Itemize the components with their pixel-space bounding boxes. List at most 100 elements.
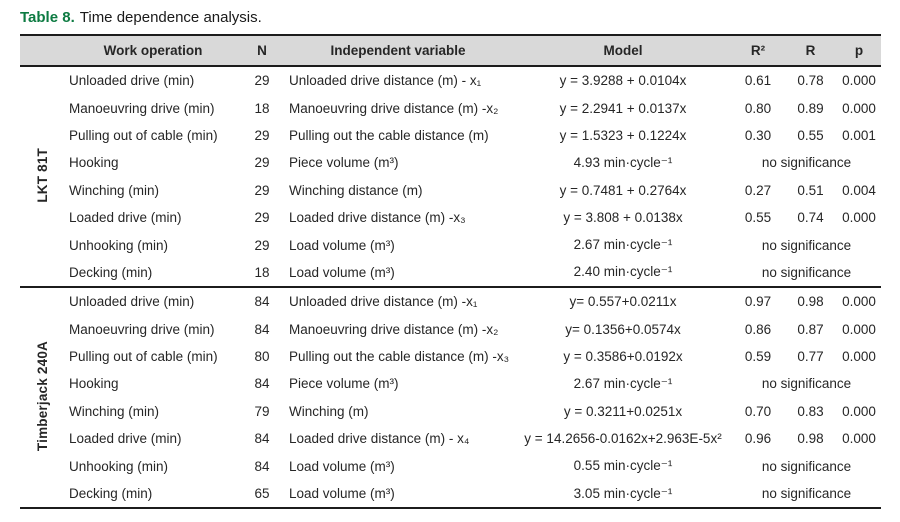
machine-label-cell: LKT 81T	[20, 66, 64, 287]
table-row: Timberjack 240A Unloaded drive (min) 84 …	[20, 287, 881, 451]
machine-label: LKT 81T	[34, 147, 50, 203]
cell-p: 0.000	[842, 100, 876, 116]
cell-r: 0.83	[797, 403, 824, 419]
cell-model: y = 2.2941 + 0.0137x	[559, 100, 687, 116]
cell-work-operation: Winching (min)	[69, 403, 160, 419]
cell-independent-variable: Manoeuvring drive distance (m) -x₂	[289, 100, 499, 116]
cell-work-operation: Hooking	[69, 155, 119, 171]
cell-work-operation: Hooking	[69, 376, 119, 392]
table-row: Loaded drive (min) 29 Loaded drive dista…	[20, 204, 881, 231]
cell-work-operation: Unhooking (min)	[69, 237, 169, 253]
table-row: Hooking 29 Piece volume (m³) 4.93 min·cy…	[20, 149, 881, 176]
cell-no-significance: no significance	[761, 155, 852, 171]
cell-independent-variable: Piece volume (m³)	[289, 155, 399, 171]
cell-no-significance: no significance	[761, 376, 852, 392]
cell-independent-variable: Winching distance (m)	[289, 182, 423, 198]
cell-model: y = 0.3211+0.0251x	[563, 403, 683, 419]
table-row: Manoeuvring drive (min) 84 Manoeuvring d…	[20, 316, 881, 343]
cell-r: 0.55	[797, 127, 824, 143]
cell-independent-variable: Load volume (m³)	[289, 237, 395, 253]
cell-r: 0.98	[797, 431, 824, 447]
table-row: Winching (min) 79 Winching (m) y = 0.321…	[20, 398, 881, 425]
cell-r: 0.74	[797, 210, 824, 226]
cell-n: 29	[254, 182, 270, 198]
cell-r: 0.77	[797, 349, 824, 365]
cell-independent-variable: Pulling out the cable distance (m)	[289, 127, 489, 143]
cell-n: 18	[254, 264, 270, 280]
table-caption-label: Table 8.	[20, 9, 75, 26]
cell-r2: 0.80	[744, 100, 772, 116]
cell-independent-variable: Loaded drive distance (m) -x₃	[289, 210, 466, 226]
cell-independent-variable: Piece volume (m³)	[289, 376, 399, 392]
cell-independent-variable: Unloaded drive distance (m) -x₁	[289, 294, 478, 310]
machine-label-cell: Timberjack 240A	[20, 287, 64, 508]
cell-independent-variable: Manoeuvring drive distance (m) -x₂	[289, 321, 499, 337]
cell-model: y= 0.1356+0.0574x	[565, 321, 681, 337]
cell-n: 84	[254, 321, 270, 337]
cell-work-operation: Pulling out of cable (min)	[69, 127, 218, 143]
cell-work-operation: Decking (min)	[69, 486, 153, 502]
table-row: LKT 81T Unloaded drive (min) 29 Unloaded…	[20, 66, 881, 202]
table-row: Pulling out of cable (min) 29 Pulling ou…	[20, 122, 881, 149]
cell-model: 3.05 min·cycle⁻¹	[573, 485, 673, 501]
table-row: Winching (min) 29 Winching distance (m) …	[20, 177, 881, 204]
cell-model: y = 0.7481 + 0.2764x	[559, 182, 687, 198]
header-cell-r2: R²	[732, 35, 784, 66]
header-cell-machine	[20, 35, 64, 66]
cell-r: 0.89	[797, 100, 824, 116]
cell-model: 2.67 min·cycle⁻¹	[573, 237, 673, 253]
cell-n: 18	[254, 100, 270, 116]
cell-p: 0.000	[842, 321, 876, 337]
header-cell-n: N	[242, 35, 282, 66]
header-cell-independent-variable: Independent variable	[282, 35, 514, 66]
cell-r: 0.51	[797, 182, 824, 198]
cell-r2: 0.30	[744, 127, 772, 143]
cell-r2: 0.61	[744, 73, 772, 89]
cell-model: 0.55 min·cycle⁻¹	[573, 458, 673, 474]
cell-n: 29	[254, 155, 270, 171]
cell-model: y= 0.557+0.0211x	[569, 294, 677, 310]
table-row: Loaded drive (min) 84 Loaded drive dista…	[20, 425, 881, 452]
cell-work-operation: Unloaded drive (min)	[69, 294, 195, 310]
cell-independent-variable: Load volume (m³)	[289, 458, 395, 474]
table-row: Pulling out of cable (min) 80 Pulling ou…	[20, 343, 881, 370]
cell-p: 0.000	[842, 349, 876, 365]
machine-label: Timberjack 240A	[34, 341, 50, 452]
cell-r: 0.78	[797, 73, 824, 89]
table-header: Work operation N Independent variable Mo…	[20, 35, 881, 66]
cell-r: 0.87	[797, 321, 824, 337]
cell-n: 29	[254, 210, 270, 226]
cell-work-operation: Loaded drive (min)	[69, 431, 182, 447]
cell-r2: 0.97	[744, 294, 772, 310]
cell-model: y = 3.808 + 0.0138x	[563, 210, 683, 226]
cell-r2: 0.55	[744, 210, 772, 226]
header-cell-p: p	[837, 35, 881, 66]
cell-n: 84	[254, 431, 270, 447]
table-row: Manoeuvring drive (min) 18 Manoeuvring d…	[20, 94, 881, 121]
cell-r2: 0.86	[744, 321, 772, 337]
cell-independent-variable: Winching (m)	[289, 403, 369, 419]
cell-work-operation: Unloaded drive (min)	[69, 73, 195, 89]
cell-no-significance: no significance	[761, 486, 852, 502]
cell-n: 84	[254, 294, 270, 310]
cell-n: 79	[254, 403, 270, 419]
table-row: Decking (min) 18 Load volume (m³) 2.40 m…	[20, 259, 881, 287]
cell-n: 80	[254, 349, 270, 365]
cell-n: 84	[254, 458, 270, 474]
section-timberjack-240a: Timberjack 240A Unloaded drive (min) 84 …	[20, 287, 881, 508]
header-row: Work operation N Independent variable Mo…	[20, 35, 881, 66]
time-dependence-table: Work operation N Independent variable Mo…	[20, 34, 881, 510]
cell-independent-variable: Load volume (m³)	[289, 264, 395, 280]
cell-independent-variable: Loaded drive distance (m) - x₄	[289, 431, 470, 447]
table-caption-text: Time dependence analysis.	[79, 9, 262, 26]
cell-model: 2.67 min·cycle⁻¹	[573, 375, 673, 391]
cell-work-operation: Decking (min)	[69, 264, 153, 280]
cell-no-significance: no significance	[761, 458, 852, 474]
cell-work-operation: Manoeuvring drive (min)	[69, 321, 215, 337]
cell-work-operation: Manoeuvring drive (min)	[69, 100, 215, 116]
cell-p: 0.000	[842, 403, 876, 419]
cell-r2: 0.59	[744, 349, 772, 365]
section-lkt-81t: LKT 81T Unloaded drive (min) 29 Unloaded…	[20, 66, 881, 288]
table-row: Decking (min) 65 Load volume (m³) 3.05 m…	[20, 480, 881, 508]
